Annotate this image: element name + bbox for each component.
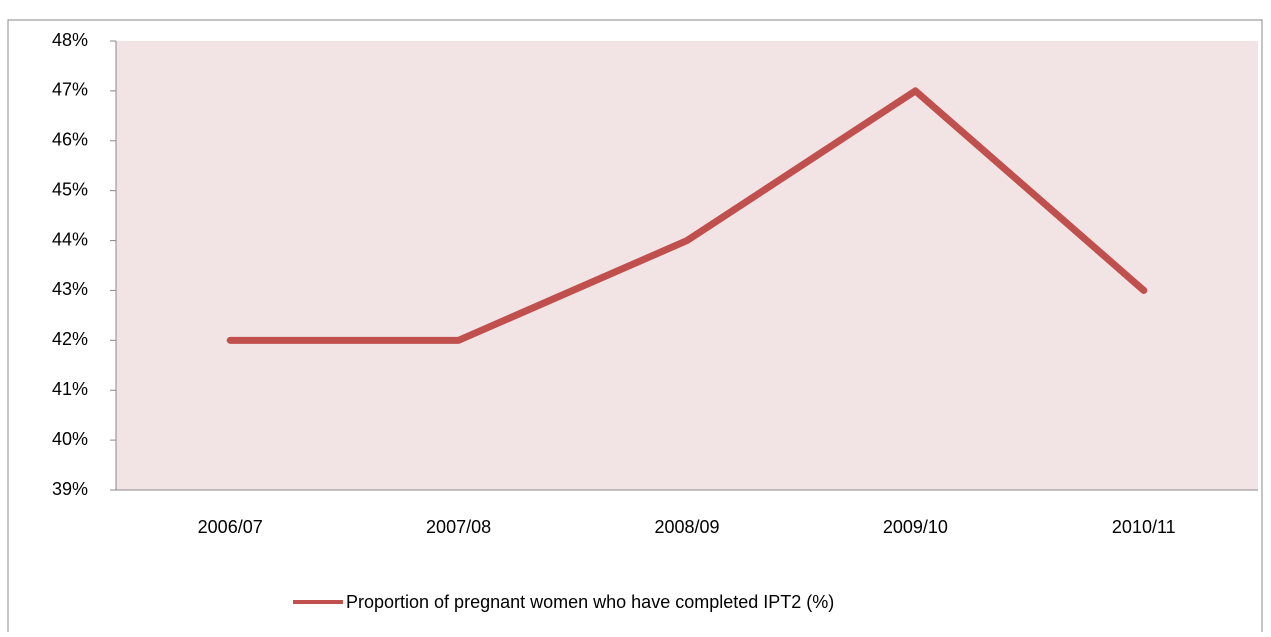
y-tick-label: 40% [52, 429, 88, 449]
y-tick-label: 44% [52, 229, 88, 249]
x-tick-label: 2008/09 [654, 517, 719, 537]
y-tick-label: 41% [52, 379, 88, 399]
plot-area [116, 41, 1258, 490]
x-tick-label: 2006/07 [198, 517, 263, 537]
y-tick-label: 42% [52, 329, 88, 349]
x-tick-label: 2007/08 [426, 517, 491, 537]
y-tick-label: 47% [52, 80, 88, 100]
y-tick-label: 48% [52, 30, 88, 50]
y-tick-label: 39% [52, 479, 88, 499]
y-tick-label: 45% [52, 179, 88, 199]
legend-label: Proportion of pregnant women who have co… [346, 592, 834, 612]
x-tick-label: 2010/11 [1112, 517, 1176, 537]
y-tick-label: 43% [52, 279, 88, 299]
x-tick-label: 2009/10 [883, 517, 948, 537]
y-tick-label: 46% [52, 130, 88, 150]
data-line [226, 87, 1148, 344]
